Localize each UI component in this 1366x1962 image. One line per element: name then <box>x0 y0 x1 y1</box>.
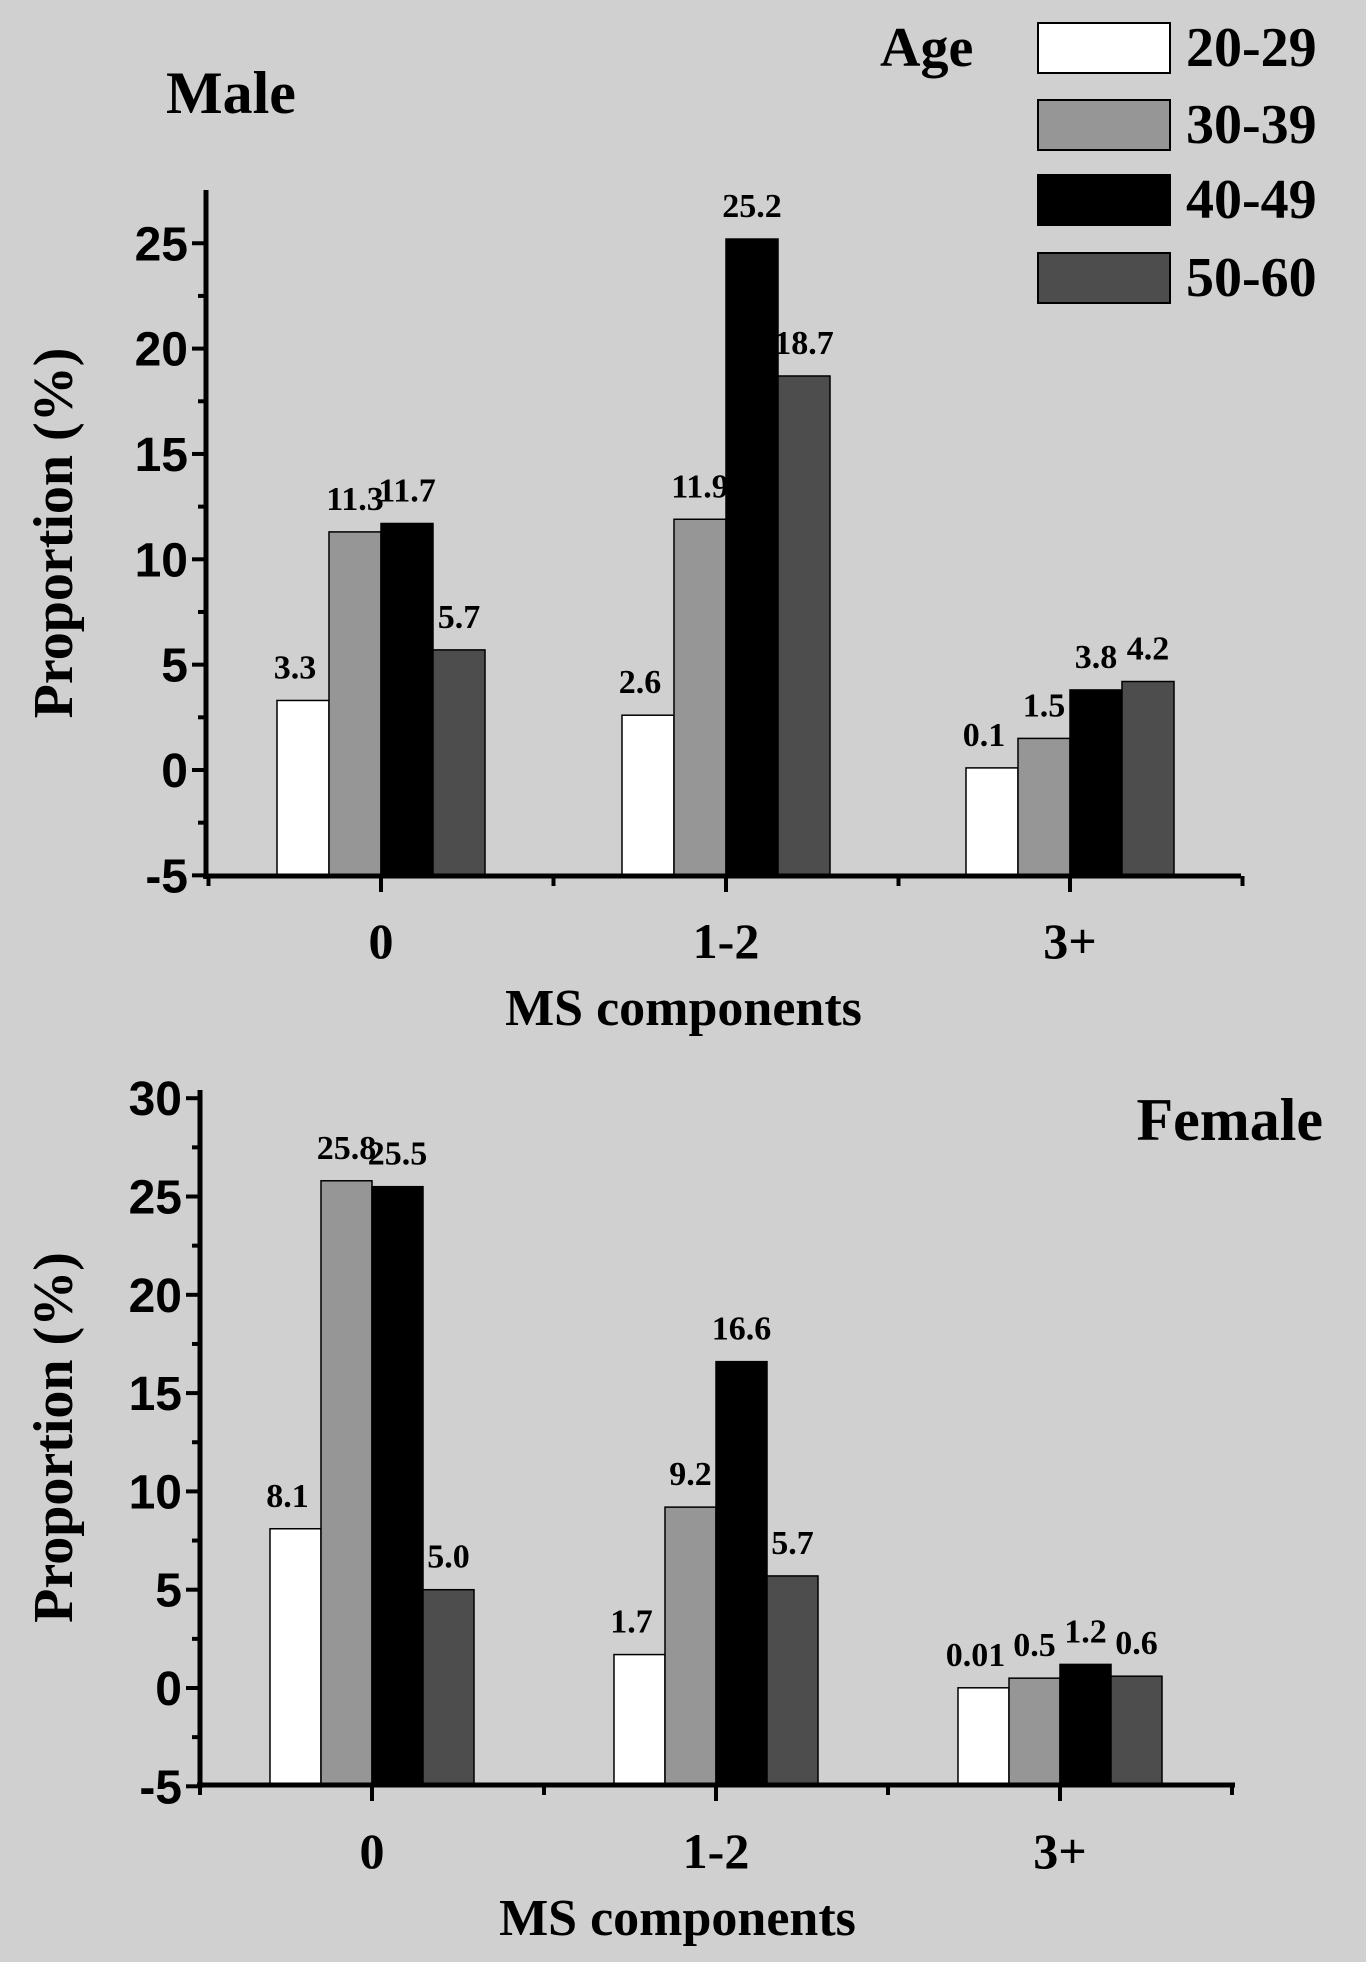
x-tick-label: 1-2 <box>683 1823 750 1879</box>
bar-20-29-0 <box>276 699 330 877</box>
y-tick-label: -5 <box>139 1761 182 1814</box>
legend-swatch-40-49 <box>1037 174 1171 226</box>
bar-40-49-0 <box>371 1185 424 1786</box>
data-label: 3.3 <box>274 649 317 686</box>
y-axis-label: Proportion (%) <box>23 1252 85 1623</box>
y-tick-label: 15 <box>135 429 188 482</box>
male-chart: 3.3 2.6 0.1 11.3 11.9 1.5 11.7 25.2 3.8 5.7 18.7 4.… <box>23 60 1245 1037</box>
legend-label: 30-39 <box>1186 94 1317 156</box>
bar-20-29-3+ <box>965 767 1019 877</box>
bar-30-39-1-2 <box>664 1506 717 1786</box>
data-label: 18.7 <box>774 325 834 362</box>
y-tick-label: 20 <box>129 1270 182 1323</box>
y-tick-label: 15 <box>129 1368 182 1421</box>
data-label: 0.1 <box>963 717 1006 754</box>
bar-30-39-3+ <box>1008 1677 1061 1786</box>
x-tick-label: 0 <box>369 913 394 969</box>
data-label: 4.2 <box>1127 631 1170 668</box>
bar-40-49-0 <box>380 522 434 877</box>
bar-20-29-3+ <box>957 1687 1010 1786</box>
bar-40-49-3+ <box>1069 689 1123 877</box>
y-tick-label: 20 <box>135 324 188 377</box>
x-tick-label: 1-2 <box>693 913 760 969</box>
bar-40-49-1-2 <box>725 238 779 877</box>
data-label: 25.8 <box>317 1130 377 1167</box>
y-tick-label: 0 <box>155 1663 182 1716</box>
data-label: 1.7 <box>610 1604 653 1641</box>
y-tick-label: 10 <box>135 534 188 587</box>
bar-50-60-0 <box>422 1588 475 1786</box>
y-tick-label: 5 <box>161 640 188 693</box>
bar-40-49-1-2 <box>715 1360 768 1786</box>
data-label: 9.2 <box>669 1456 712 1493</box>
y-tick-label: -5 <box>145 850 188 903</box>
bar-20-29-1-2 <box>613 1653 666 1786</box>
female-chart: 8.1 1.7 0.01 25.8 9.2 0.5 25.5 16.6 1.2 5.0 5.7 0.6… <box>23 1073 1323 1947</box>
data-label: 11.3 <box>326 481 384 518</box>
bar-20-29-1-2 <box>621 714 675 877</box>
chart-title: Female <box>1136 1087 1323 1153</box>
legend-title: Age <box>880 17 973 79</box>
bar-30-39-0 <box>328 531 382 877</box>
bar-30-39-0 <box>320 1180 373 1786</box>
data-label: 11.7 <box>378 472 436 509</box>
x-axis-label: MS components <box>499 1890 856 1947</box>
legend-label: 50-60 <box>1186 247 1317 309</box>
data-label: 2.6 <box>619 664 662 701</box>
bar-50-60-1-2 <box>766 1575 819 1786</box>
bar-50-60-3+ <box>1121 680 1175 877</box>
legend-swatch-50-60 <box>1037 252 1171 304</box>
legend-label: 20-29 <box>1186 17 1317 79</box>
bar-50-60-1-2 <box>777 375 831 877</box>
data-label: 8.1 <box>266 1478 309 1515</box>
bar-30-39-1-2 <box>673 518 727 877</box>
data-label: 0.6 <box>1115 1625 1158 1662</box>
data-label: 5.0 <box>427 1539 470 1576</box>
x-tick-label: 3+ <box>1033 1823 1087 1879</box>
data-label: 11.9 <box>671 468 729 505</box>
data-label: 25.2 <box>722 188 782 225</box>
x-tick-label: 0 <box>360 1823 385 1879</box>
y-tick-label: 10 <box>129 1466 182 1519</box>
bar-50-60-0 <box>432 649 486 877</box>
data-label: 3.8 <box>1075 639 1118 676</box>
data-label: 0.5 <box>1013 1627 1056 1664</box>
data-label: 5.7 <box>438 599 481 636</box>
x-tick-label: 3+ <box>1043 913 1097 969</box>
legend-label: 40-49 <box>1186 169 1317 231</box>
legend-swatch-30-39 <box>1037 99 1171 151</box>
y-tick-label: 5 <box>155 1565 182 1618</box>
y-tick-label: 0 <box>161 745 188 798</box>
bar-50-60-3+ <box>1110 1675 1163 1786</box>
y-axis-label: Proportion (%) <box>23 348 85 719</box>
data-label: 1.2 <box>1064 1613 1107 1650</box>
chart-title: Male <box>166 60 296 126</box>
y-tick-label: 25 <box>129 1172 182 1225</box>
legend-swatch-20-29 <box>1037 22 1171 74</box>
y-tick-label: 30 <box>129 1073 182 1126</box>
data-label: 25.5 <box>368 1136 428 1173</box>
data-label: 0.01 <box>946 1637 1006 1674</box>
bar-30-39-3+ <box>1017 737 1071 877</box>
y-tick-label: 25 <box>135 218 188 271</box>
bar-20-29-0 <box>269 1528 322 1786</box>
x-axis-label: MS components <box>505 980 862 1037</box>
data-label: 1.5 <box>1023 687 1066 724</box>
legend: Age 20-29 30-39 40-49 50-60 <box>880 17 1317 309</box>
bar-40-49-3+ <box>1059 1663 1112 1786</box>
data-label: 16.6 <box>712 1311 772 1348</box>
data-label: 5.7 <box>771 1525 814 1562</box>
